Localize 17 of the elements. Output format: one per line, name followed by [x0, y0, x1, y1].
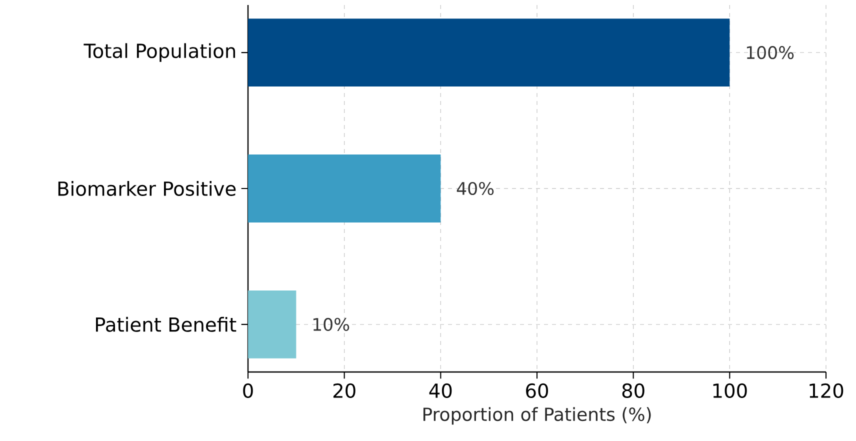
bar: [248, 154, 441, 222]
bar: [248, 290, 296, 358]
bar: [248, 18, 730, 87]
x-tick-label: 20: [333, 383, 356, 398]
data-label: 10%: [313, 318, 350, 331]
x-tick-label: 80: [622, 383, 644, 398]
x-tick-label: 100: [713, 383, 747, 398]
y-tick-label: Patient Benefit: [96, 316, 236, 332]
data-label: 100%: [746, 46, 794, 60]
x-tick-label: 60: [526, 383, 548, 398]
y-tick-label: Total Population: [84, 43, 236, 62]
x-tick-label: 120: [810, 383, 844, 398]
x-tick-label: 0: [243, 383, 253, 398]
x-tick-label: 40: [429, 383, 452, 398]
data-label: 40%: [456, 182, 494, 196]
x-axis-title: Proportion of Patients (%): [423, 407, 651, 425]
y-tick-label: Biomarker Positive: [58, 181, 236, 196]
